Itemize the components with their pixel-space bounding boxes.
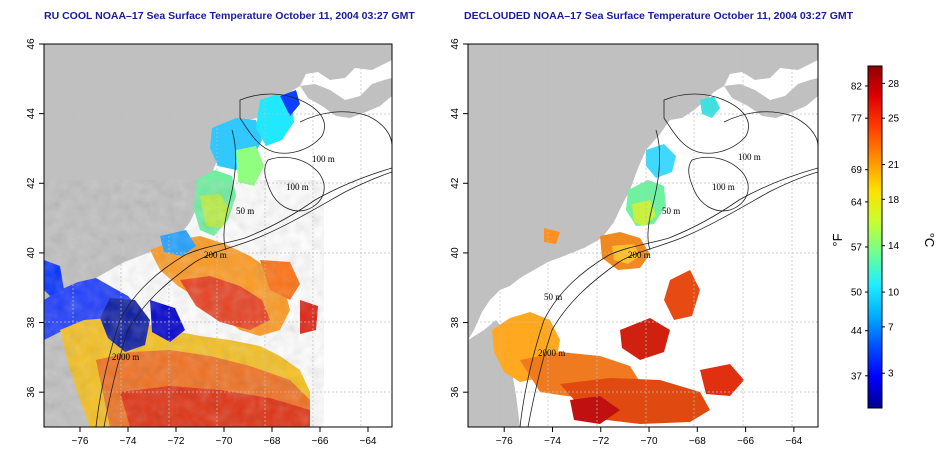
fahrenheit-tick-label: 64 bbox=[851, 197, 863, 208]
x-tick-label: −76 bbox=[72, 436, 89, 447]
fahrenheit-tick-label: 57 bbox=[851, 242, 863, 253]
y-tick-label: 38 bbox=[26, 317, 37, 329]
celsius-tick-label: 14 bbox=[888, 241, 900, 252]
bathymetry-contours-left bbox=[95, 93, 392, 427]
grid-left bbox=[44, 44, 392, 427]
x-tick-label: −64 bbox=[360, 436, 377, 447]
contour-label: 50 m bbox=[662, 206, 680, 216]
contour-labels-right: 100 m 100 m 50 m 200 m 50 m 2000 m bbox=[538, 152, 761, 358]
y-tick-label: 40 bbox=[450, 247, 461, 259]
contour-labels-left: 100 m 100 m 50 m 200 m 2000 m bbox=[112, 154, 335, 362]
y-axis-right: 36 38 40 42 44 46 bbox=[450, 38, 468, 398]
cloud-texture bbox=[44, 180, 324, 427]
bathymetry-contours-right bbox=[519, 93, 818, 427]
y-tick-label: 44 bbox=[450, 108, 461, 120]
fahrenheit-tick-label: 44 bbox=[851, 326, 863, 337]
x-tick-label: −76 bbox=[496, 436, 513, 447]
contour-label: 100 m bbox=[738, 152, 761, 162]
x-tick-label: −68 bbox=[264, 436, 281, 447]
celsius-tick-label: 25 bbox=[888, 114, 900, 125]
celsius-tick-label: 28 bbox=[888, 79, 900, 90]
y-tick-label: 36 bbox=[26, 386, 37, 398]
fahrenheit-tick-label: 50 bbox=[851, 288, 863, 299]
y-tick-label: 44 bbox=[26, 108, 37, 120]
contour-label: 100 m bbox=[712, 182, 735, 192]
map-frame-right bbox=[467, 43, 819, 428]
left-map: 100 m 100 m 50 m 200 m 2000 m −76 −74 −72−… bbox=[26, 38, 393, 447]
left-map-title: RU COOL NOAA–17 Sea Surface Temperature … bbox=[44, 10, 415, 22]
celsius-label: °C bbox=[922, 233, 937, 248]
land-mass bbox=[44, 44, 392, 340]
x-tick-label: −68 bbox=[689, 436, 706, 447]
celsius-tick-label: 10 bbox=[888, 288, 900, 299]
contour-label: 200 m bbox=[628, 250, 651, 260]
fahrenheit-tick-label: 37 bbox=[851, 371, 863, 382]
y-tick-label: 46 bbox=[450, 38, 461, 50]
x-tick-label: −64 bbox=[785, 436, 802, 447]
celsius-tick-label: 21 bbox=[888, 160, 900, 171]
fahrenheit-tick-label: 82 bbox=[851, 81, 863, 92]
contour-label: 2000 m bbox=[538, 348, 565, 358]
y-tick-label: 40 bbox=[26, 247, 37, 259]
colorbar: 28 25 21 18 14 10 7 3 82 77 69 64 57 50 44 37 °F °C bbox=[830, 65, 937, 409]
land-mass-nova-scotia bbox=[300, 78, 392, 118]
right-map-title: DECLOUDED NOAA–17 Sea Surface Temperatur… bbox=[464, 10, 854, 22]
celsius-tick-label: 18 bbox=[888, 195, 900, 206]
contour-label: 200 m bbox=[204, 250, 227, 260]
x-tick-label: −74 bbox=[544, 436, 561, 447]
x-axis-left: −76 −74 −72 −70 −68 −66 −64 bbox=[72, 427, 377, 447]
contour-label: 50 m bbox=[236, 206, 254, 216]
y-tick-label: 42 bbox=[26, 177, 37, 189]
contour-label: 100 m bbox=[286, 182, 309, 192]
x-tick-label: −72 bbox=[168, 436, 185, 447]
x-tick-label: −70 bbox=[216, 436, 233, 447]
contour-label: 50 m bbox=[544, 292, 562, 302]
y-tick-label: 38 bbox=[450, 317, 461, 329]
colorbar-ramp bbox=[867, 65, 883, 409]
sst-field-right bbox=[492, 96, 744, 424]
celsius-tick-label: 7 bbox=[888, 322, 894, 333]
fahrenheit-label: °F bbox=[830, 233, 845, 246]
x-axis-right: −76 −74 −72 −70 −68 −66 −64 bbox=[496, 427, 803, 447]
x-tick-label: −70 bbox=[641, 436, 658, 447]
y-tick-label: 36 bbox=[450, 386, 461, 398]
land-mass bbox=[468, 44, 818, 340]
x-tick-label: −72 bbox=[592, 436, 609, 447]
contour-label: 100 m bbox=[312, 154, 335, 164]
right-map: 100 m 100 m 50 m 200 m 50 m 2000 m −76 −7… bbox=[450, 38, 819, 447]
land-mass-nova-scotia bbox=[724, 78, 818, 118]
y-tick-label: 42 bbox=[450, 177, 461, 189]
fahrenheit-tick-label: 69 bbox=[851, 165, 863, 176]
x-tick-label: −66 bbox=[312, 436, 329, 447]
contour-label: 2000 m bbox=[112, 352, 139, 362]
fahrenheit-tick-label: 77 bbox=[851, 114, 863, 125]
x-tick-label: −74 bbox=[120, 436, 137, 447]
x-tick-label: −66 bbox=[737, 436, 754, 447]
y-axis-left: 36 38 40 42 44 46 bbox=[26, 38, 44, 398]
celsius-tick-label: 3 bbox=[888, 369, 894, 380]
map-frame-left bbox=[43, 43, 393, 428]
y-tick-label: 46 bbox=[26, 38, 37, 50]
